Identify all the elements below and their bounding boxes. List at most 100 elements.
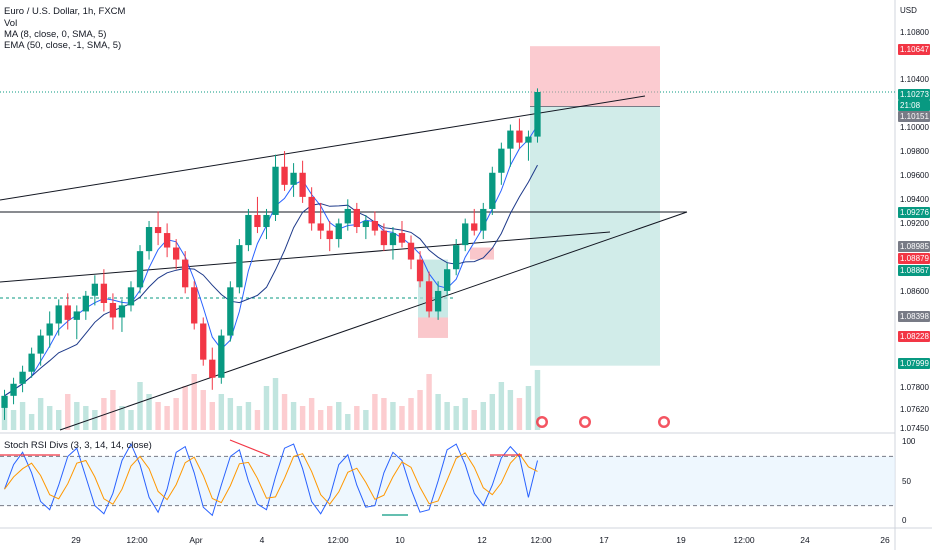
price-tick: 1.09600 — [900, 171, 929, 180]
volume-bar — [390, 402, 396, 430]
time-tick: 12:00 — [733, 535, 755, 545]
price-tick: 1.07800 — [900, 383, 929, 392]
stoch-tick: 50 — [902, 477, 911, 486]
stoch-tick: 0 — [902, 516, 907, 525]
price-label-red: 1.08228 — [898, 331, 930, 342]
vol-legend[interactable]: Vol — [4, 18, 18, 29]
volume-bar — [363, 410, 369, 430]
candle-body — [489, 172, 496, 209]
volume-bar — [471, 410, 477, 430]
volume-bar — [399, 406, 405, 430]
volume-bar — [209, 402, 215, 430]
volume-bar — [417, 390, 423, 430]
ema-legend[interactable]: EMA (50, close, -1, SMA, 5) — [4, 40, 122, 51]
candle-body — [263, 214, 270, 228]
stop-loss-zone — [530, 46, 660, 107]
volume-bar — [299, 406, 306, 430]
mini-stop-zone — [418, 317, 448, 338]
ema-50-line — [4, 164, 538, 397]
volume-bar — [200, 390, 206, 430]
time-tick: 24 — [800, 535, 810, 545]
volume-bar — [10, 410, 17, 430]
volume-bar — [119, 406, 125, 430]
price-label-green: 1.07999 — [898, 358, 930, 369]
countdown-label: 21:08 — [898, 100, 930, 111]
candle-body — [109, 302, 117, 318]
price-label-gray: 1.08985 — [898, 241, 930, 252]
candle-body — [326, 230, 333, 240]
volume-bar — [525, 386, 532, 430]
candle-body — [453, 245, 460, 270]
candle-body — [218, 335, 225, 378]
candle-body — [507, 130, 514, 149]
symbol-legend[interactable]: Euro / U.S. Dollar, 1h, FXCM — [4, 6, 126, 17]
candle-body — [55, 305, 62, 324]
price-label-green: 1.08867 — [898, 265, 930, 276]
volume-bar — [56, 410, 62, 430]
candle-body — [37, 335, 44, 354]
volume-bar — [354, 406, 360, 430]
volume-bars — [1, 370, 541, 430]
stoch-legend[interactable]: Stoch RSI Divs (3, 3, 14, 14, close) — [4, 440, 152, 451]
candle-body — [82, 295, 89, 312]
take-profit-zone — [530, 106, 660, 366]
economic-event-icon-inner — [538, 418, 546, 426]
entry-price-label: 1.10151 — [898, 111, 930, 122]
candle-body — [389, 233, 397, 246]
volume-bar — [191, 374, 197, 430]
price-tick: 1.07620 — [900, 405, 929, 414]
volume-bar — [245, 402, 252, 430]
candle-body — [353, 208, 360, 228]
candle-body — [380, 230, 388, 246]
position-tool[interactable] — [418, 46, 660, 366]
price-tick: 1.08600 — [900, 287, 929, 296]
candle-body — [407, 242, 415, 260]
volume-bar — [65, 394, 71, 430]
price-tick: 1.10400 — [900, 75, 929, 84]
stoch-d-line — [4, 452, 538, 505]
volume-bar — [444, 402, 450, 430]
candle-body — [462, 223, 469, 246]
candle-body — [443, 269, 451, 291]
candle-body — [200, 323, 207, 360]
candle-body — [28, 353, 35, 372]
ma-legend[interactable]: MA (8, close, 0, SMA, 5) — [4, 29, 107, 40]
candle-body — [1, 395, 8, 408]
volume-bar — [46, 406, 53, 430]
time-tick: 12:00 — [327, 535, 349, 545]
trendline — [0, 231, 611, 283]
volume-bar — [516, 398, 523, 430]
volume-bar — [236, 406, 243, 430]
volume-bar — [254, 410, 261, 430]
price-tick: 1.09400 — [900, 195, 929, 204]
divergence-line — [229, 439, 271, 457]
volume-bar — [74, 402, 80, 430]
candle-body — [425, 281, 433, 312]
time-tick: 12:00 — [126, 535, 148, 545]
candle-body — [46, 323, 53, 336]
candle-body — [227, 287, 234, 336]
stoch-band — [0, 456, 895, 506]
volume-bar — [19, 402, 26, 430]
mini-stop-zone — [470, 247, 494, 260]
volume-bar — [155, 402, 161, 430]
volume-bar — [137, 382, 143, 430]
price-label-gray: 1.08398 — [898, 311, 930, 322]
last-price-label: 1.10273 — [898, 89, 930, 100]
volume-bar — [435, 394, 441, 430]
time-tick: 4 — [259, 535, 265, 545]
candle-body — [154, 227, 162, 234]
candles[interactable] — [1, 88, 541, 420]
volume-bar — [101, 398, 107, 430]
volume-bar — [534, 370, 541, 430]
axes — [536, 416, 670, 428]
stoch-k-line — [4, 442, 538, 517]
economic-event-icon-inner — [660, 418, 668, 426]
candle-body — [498, 148, 505, 173]
volume-bar — [227, 398, 234, 430]
candle-body — [272, 166, 279, 215]
time-tick: 12:00 — [530, 535, 552, 545]
candle-body — [335, 223, 342, 240]
volume-bar — [462, 398, 468, 430]
